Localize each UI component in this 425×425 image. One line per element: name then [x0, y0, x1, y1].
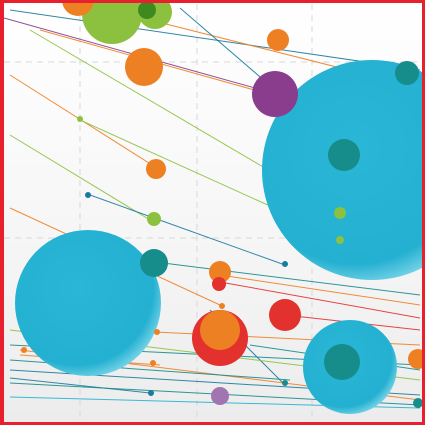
orange-dot [21, 347, 27, 353]
teal-bubble [324, 344, 360, 380]
connector-line [219, 274, 421, 306]
teal-dot [413, 398, 423, 408]
teal-dot [282, 380, 288, 386]
red-bubble [269, 299, 301, 331]
connector-line [154, 261, 421, 296]
green-bubble [77, 116, 83, 122]
red-bubble [212, 277, 226, 291]
teal-bubble [328, 139, 360, 171]
connector-line [9, 9, 421, 71]
orange-bubble [62, 0, 94, 16]
orange-dot [154, 329, 160, 335]
orange-bubble [200, 310, 240, 350]
orange-bubble [146, 159, 166, 179]
orange-bubble [408, 349, 425, 369]
connector-line [39, 29, 291, 101]
orange-bubble [209, 261, 231, 283]
green-bubble [334, 207, 346, 219]
green-bubble [147, 212, 161, 226]
orange-bubble [267, 29, 289, 51]
orange-dot [150, 360, 156, 366]
navy-dot [148, 390, 154, 396]
navy-dot [85, 192, 91, 198]
green-bubble [82, 0, 142, 44]
teal-bubble [395, 61, 419, 85]
connector-line [89, 194, 286, 266]
bubbles [15, 0, 425, 414]
blue-bubble-large [15, 230, 161, 376]
teal-bubble [140, 249, 168, 277]
orange-dot [219, 303, 225, 309]
connector-line [9, 134, 151, 221]
navy-dot [282, 261, 288, 267]
dark-green-bubble [138, 1, 156, 19]
lavender-bubble [211, 387, 229, 405]
connector-line [219, 281, 421, 319]
purple-bubble [252, 71, 298, 117]
green-bubble [336, 236, 344, 244]
connector-line [9, 377, 151, 394]
orange-bubble [125, 48, 163, 86]
